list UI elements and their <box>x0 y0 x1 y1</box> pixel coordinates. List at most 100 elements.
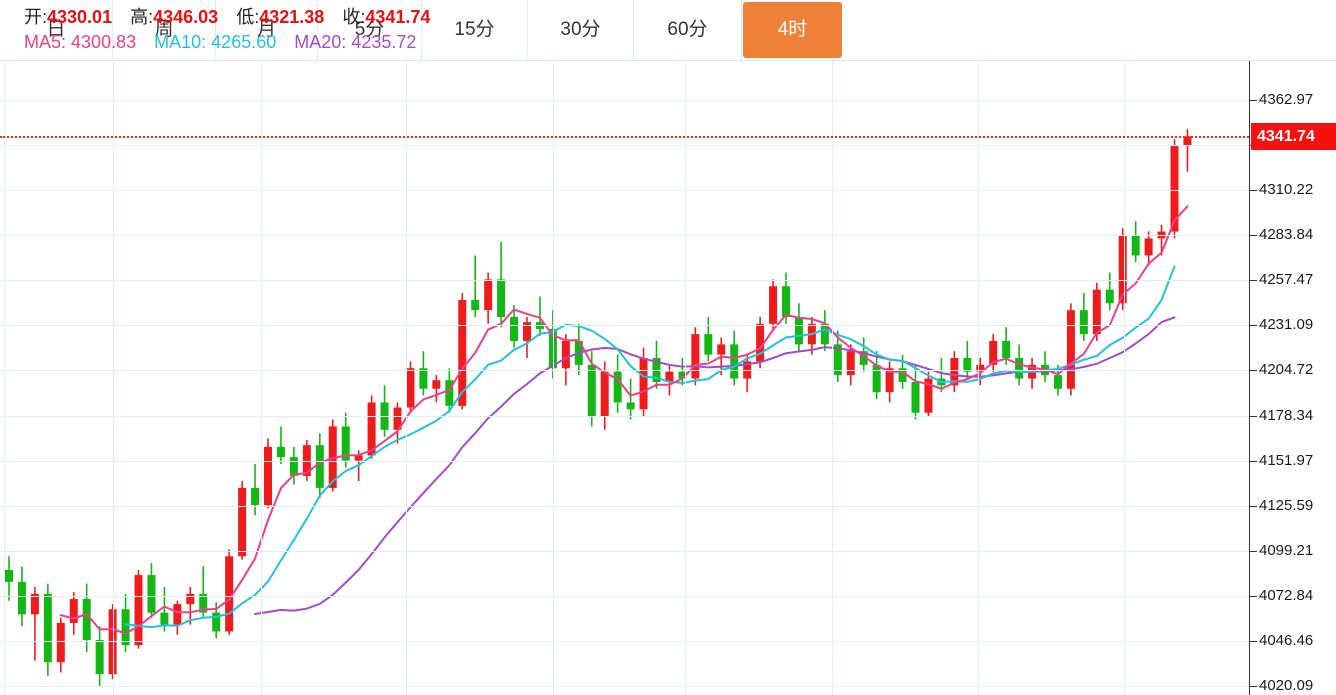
tick-label: 4362.97 <box>1259 91 1314 108</box>
tab-label: 周 <box>154 19 174 40</box>
candle-body <box>43 593 52 663</box>
grid-line-horizontal <box>0 596 1249 597</box>
candlestick-plot[interactable] <box>0 61 1249 695</box>
grid-line-horizontal <box>0 280 1249 281</box>
candle-body <box>238 487 247 557</box>
price-axis-tick: 4099.21 <box>1250 543 1313 559</box>
candle-body <box>173 604 182 625</box>
grid-line-horizontal <box>0 641 1249 642</box>
candle-body <box>950 358 959 386</box>
tab-30分[interactable]: 30分 <box>528 0 634 60</box>
candle-body <box>691 334 700 379</box>
candle-body <box>976 364 985 372</box>
candle-body <box>302 445 311 476</box>
candle-body <box>587 364 596 417</box>
tab-label: 5分 <box>354 19 385 40</box>
tab-15分[interactable]: 15分 <box>422 0 528 60</box>
open-label: 开: <box>24 7 48 27</box>
tick-label: 4231.09 <box>1259 316 1314 333</box>
tick-mark <box>1250 415 1257 417</box>
candle-body <box>665 371 674 382</box>
tick-label: 4178.34 <box>1259 407 1314 424</box>
ma10-value: 4265.60 <box>211 32 277 52</box>
candle-body <box>1092 289 1101 335</box>
ma20-line <box>254 316 1176 615</box>
candle-body <box>445 380 454 406</box>
price-axis-tick: 4178.34 <box>1250 408 1313 424</box>
grid-line-horizontal <box>0 506 1249 507</box>
candle-body <box>989 340 998 365</box>
candle-body <box>276 446 285 458</box>
candle-body <box>17 581 26 615</box>
candle-body <box>30 593 39 615</box>
candle-body <box>1157 231 1166 239</box>
ma5-line <box>59 205 1189 635</box>
tick-label: 4257.47 <box>1259 271 1314 288</box>
grid-line-vertical <box>1124 61 1125 695</box>
candle-body <box>212 612 221 632</box>
last-price-badge: 4341.74 <box>1251 123 1336 150</box>
candle-body <box>497 279 506 317</box>
candle-body <box>911 381 920 413</box>
candle-body <box>367 402 376 456</box>
price-axis-tick: 4310.22 <box>1250 182 1313 198</box>
grid-line-vertical <box>113 61 114 695</box>
grid-line-vertical <box>978 61 979 695</box>
candle-body <box>626 402 635 410</box>
candle-body <box>289 457 298 476</box>
ma10-label: MA10: <box>154 32 207 52</box>
period-tab-bar: 日 周 月 5分 15分 30分 60分 4时 <box>0 0 1336 61</box>
grid-line-vertical <box>261 61 262 695</box>
grid-line-horizontal <box>0 551 1249 552</box>
grid-line-horizontal <box>0 100 1249 101</box>
price-axis-tick: 4283.84 <box>1250 227 1313 243</box>
grid-line-vertical <box>406 61 407 695</box>
tab-5分[interactable]: 5分 <box>318 0 422 60</box>
price-axis-tick: 4020.09 <box>1250 678 1313 694</box>
tick-label: 4283.84 <box>1259 226 1314 243</box>
candle-body <box>354 455 363 461</box>
candle-body <box>600 371 609 417</box>
grid-line-horizontal <box>0 235 1249 236</box>
candle-body <box>406 368 415 408</box>
tick-mark <box>1250 550 1257 552</box>
grid-line-vertical <box>553 61 554 695</box>
tick-mark <box>1250 279 1257 281</box>
price-axis-tick: 4257.47 <box>1250 272 1313 288</box>
tick-label: 4125.59 <box>1259 497 1314 514</box>
candle-body <box>315 445 324 488</box>
candle-body <box>160 612 169 625</box>
ohlc-row: 开:4330.01 高:4346.03 低:4321.38 收:4341.74 <box>24 5 430 30</box>
candle-body <box>717 344 726 355</box>
ma5-value: 4300.83 <box>71 32 137 52</box>
candle-body <box>561 340 570 369</box>
tab-月[interactable]: 月 <box>216 0 318 60</box>
candle-body <box>613 371 622 403</box>
tick-label: 4204.72 <box>1259 361 1314 378</box>
last-price-line <box>0 136 1249 138</box>
candle-body <box>1053 375 1062 389</box>
ma20-value: 4235.72 <box>351 32 417 52</box>
close-value: 4341.74 <box>365 7 431 27</box>
candle-body <box>328 426 337 488</box>
ma10-line <box>124 265 1176 629</box>
tick-mark <box>1250 460 1257 462</box>
candle-body <box>393 407 402 430</box>
candle-body <box>251 487 260 505</box>
candle-body <box>432 380 441 389</box>
tick-label: 4072.84 <box>1259 587 1314 604</box>
chart-area: 4362.974341.744336.594310.224283.844257.… <box>0 61 1336 695</box>
tab-日[interactable]: 日 <box>0 0 113 60</box>
tab-label: 60分 <box>667 19 708 40</box>
price-series-svg <box>5 129 1192 687</box>
tick-mark <box>1250 234 1257 236</box>
tab-label: 30分 <box>560 19 601 40</box>
tick-mark <box>1250 505 1257 507</box>
tab-label: 4时 <box>777 19 808 40</box>
tab-60分[interactable]: 60分 <box>634 0 742 60</box>
candle-body <box>147 575 156 613</box>
candle-body <box>963 358 972 372</box>
tab-周[interactable]: 周 <box>113 0 216 60</box>
tab-4时[interactable]: 4时 <box>743 2 842 58</box>
candle-body <box>471 299 480 311</box>
